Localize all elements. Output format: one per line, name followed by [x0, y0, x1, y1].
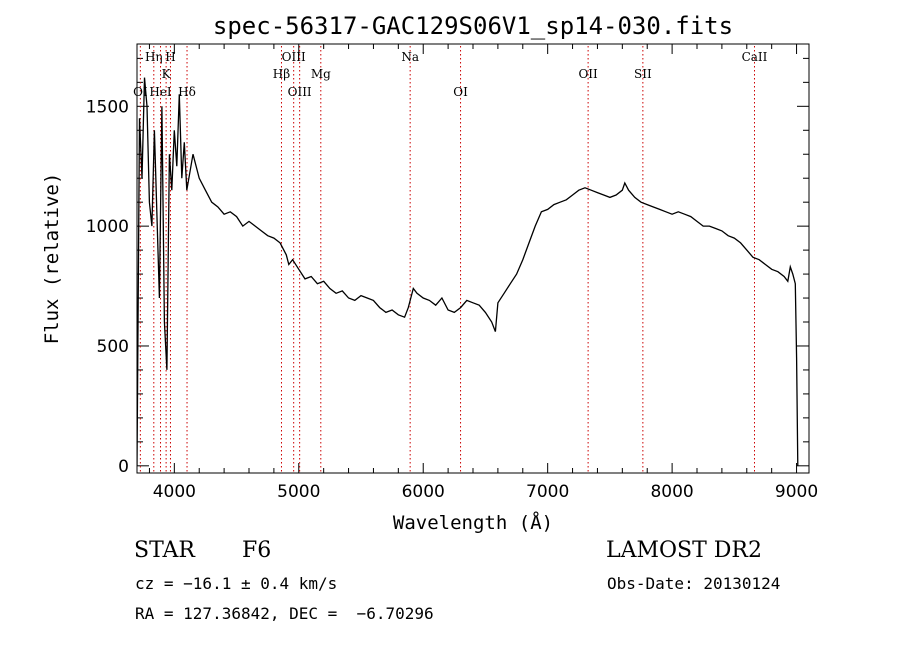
redshift-cz: cz = −16.1 ± 0.4 km/s	[135, 574, 338, 593]
chart-title: spec-56317-GAC129S06V1_sp14-030.fits	[213, 12, 733, 40]
line-marker-label: HeI	[149, 85, 172, 99]
line-marker-label: H	[165, 50, 175, 64]
line-marker-label: OIII	[282, 50, 306, 64]
y-tick-label: 0	[118, 457, 129, 477]
line-marker-label: Na	[401, 50, 419, 64]
line-marker-label: CaII	[742, 50, 768, 64]
x-tick-label: 6000	[402, 482, 445, 502]
line-marker-label: OII	[578, 67, 598, 81]
y-tick-label: 1000	[86, 217, 129, 237]
line-marker-label: Hδ	[178, 85, 196, 99]
line-marker-label: Hη	[145, 50, 163, 64]
line-marker-label: SII	[634, 67, 652, 81]
x-axis-title: Wavelength (Å)	[393, 511, 553, 534]
x-tick-label: 9000	[775, 482, 818, 502]
ra-dec-coordinates: RA = 127.36842, DEC = −6.70296	[135, 604, 434, 623]
object-class: STAR	[134, 538, 195, 563]
spectrum-line	[137, 77, 799, 466]
line-marker-label: OIII	[288, 85, 312, 99]
line-marker-label: K	[162, 67, 172, 81]
object-subclass: F6	[242, 538, 272, 563]
x-tick-label: 7000	[526, 482, 569, 502]
observation-date: Obs-Date: 20130124	[607, 574, 781, 593]
plot-frame	[136, 43, 810, 474]
line-marker-label: OI	[453, 85, 468, 99]
x-tick-label: 8000	[650, 482, 693, 502]
y-tick-label: 500	[97, 337, 129, 357]
x-tick-label: 4000	[153, 482, 196, 502]
survey-name: LAMOST DR2	[606, 538, 762, 563]
line-marker-label: Mg	[311, 67, 331, 81]
y-tick-label: 1500	[86, 97, 129, 117]
line-marker-label: Hβ	[273, 67, 290, 81]
y-axis-title: Flux (relative)	[41, 173, 63, 345]
x-tick-label: 5000	[277, 482, 320, 502]
